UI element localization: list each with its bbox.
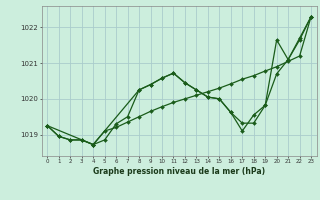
X-axis label: Graphe pression niveau de la mer (hPa): Graphe pression niveau de la mer (hPa)	[93, 167, 265, 176]
